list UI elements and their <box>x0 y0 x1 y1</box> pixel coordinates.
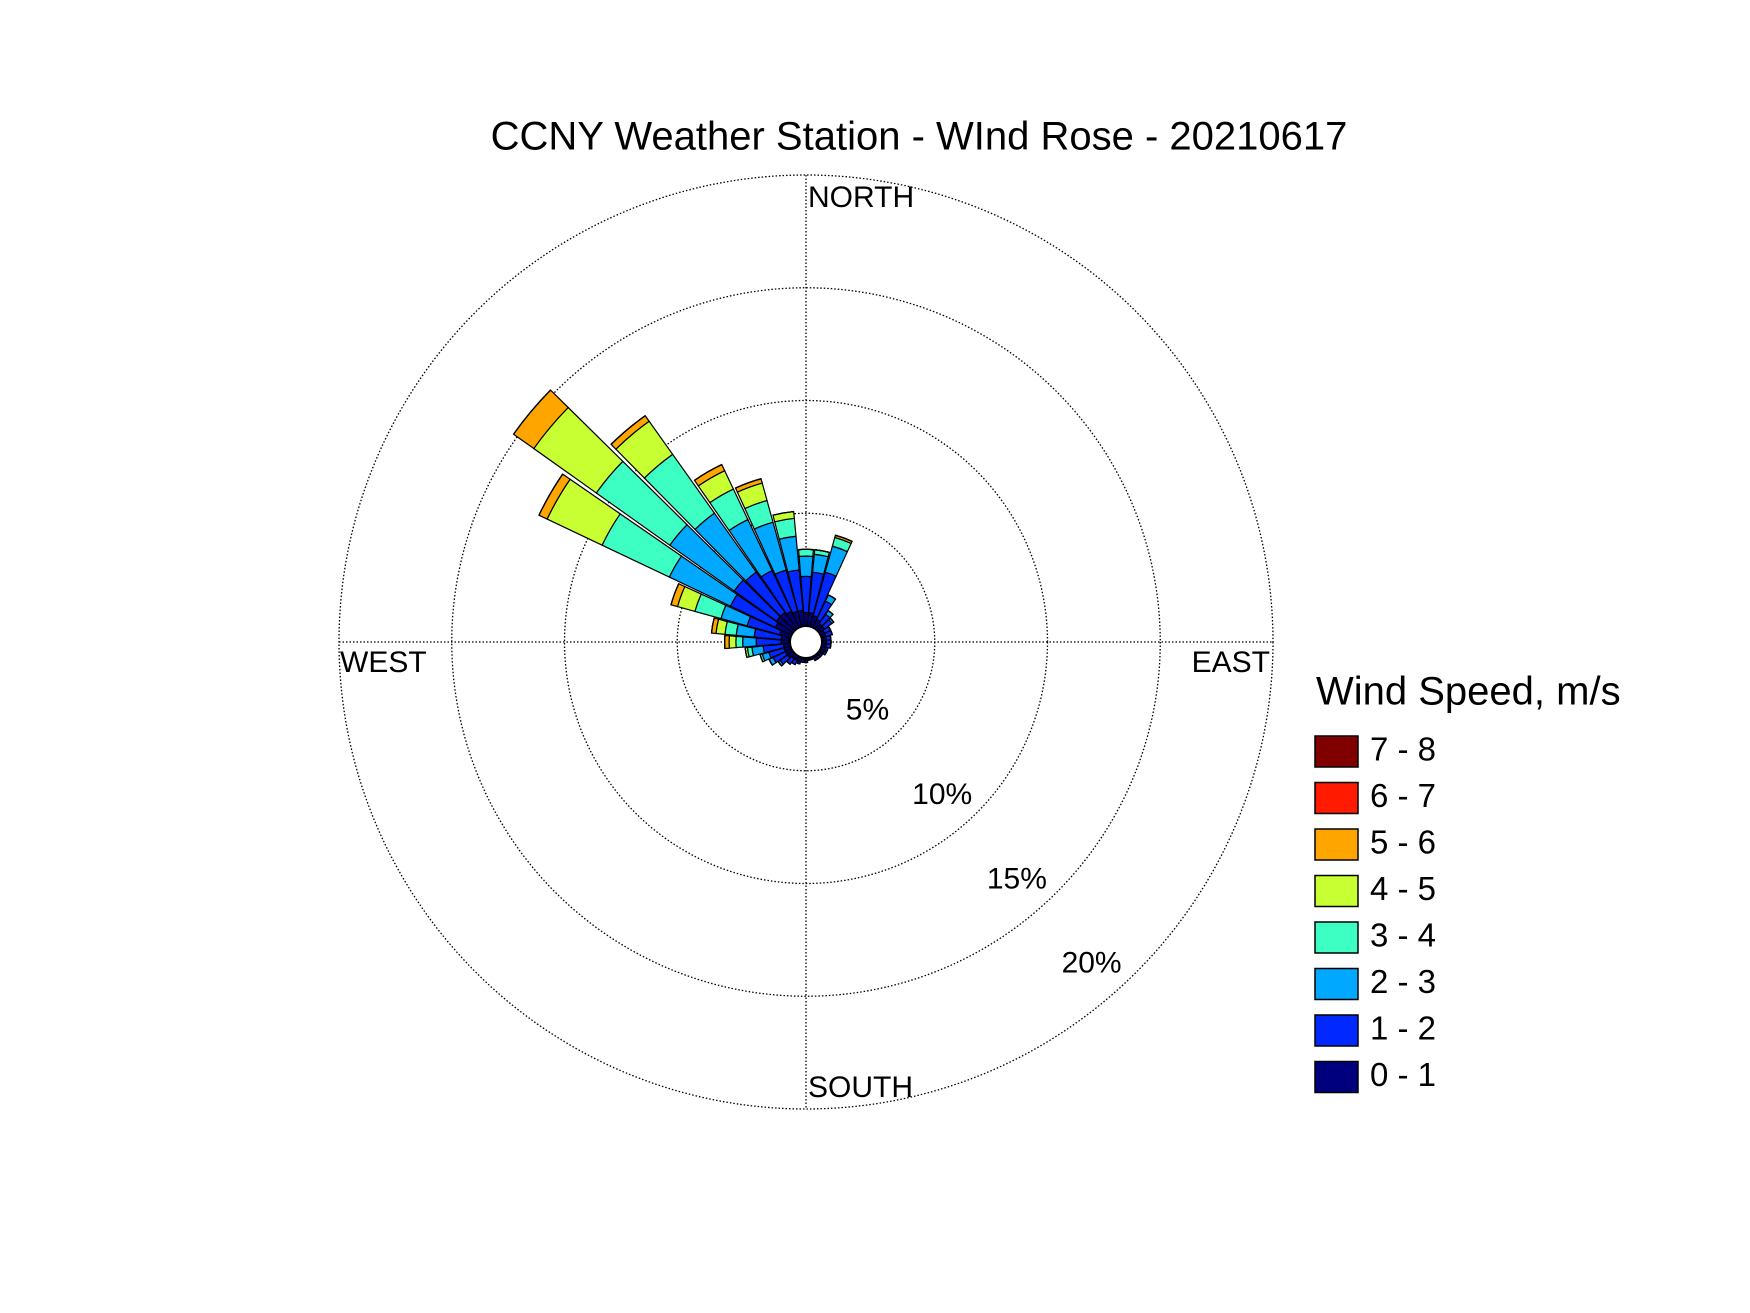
legend-label: 2 - 3 <box>1370 963 1436 1000</box>
legend-swatch <box>1314 967 1359 1001</box>
wind-bar <box>835 534 853 542</box>
legend-swatch <box>1314 1060 1359 1094</box>
grid-ring <box>338 174 1274 1110</box>
legend-swatch <box>1314 874 1359 908</box>
wind-bar <box>827 610 834 615</box>
r-tick-label: 20% <box>1062 947 1122 980</box>
legend: 7 - 8 6 - 7 5 - 6 4 - 5 3 - 4 2 - 3 1 - 2 0 - 1 <box>1314 731 1436 1094</box>
legend-swatch <box>1314 1014 1359 1047</box>
chart-title: CCNY Weather Station - WInd Rose - 20210… <box>491 115 1348 159</box>
wind-bar <box>742 636 757 648</box>
wind-bar <box>798 555 814 578</box>
legend-swatch <box>1314 921 1359 954</box>
wind-bar <box>694 464 723 481</box>
wind-bar <box>829 617 835 623</box>
r-tick-label: 5% <box>846 693 889 726</box>
grid-ring <box>676 512 936 772</box>
wind-bar <box>814 549 830 553</box>
compass-label: SOUTH <box>808 1071 913 1104</box>
compass-label: WEST <box>340 646 427 679</box>
wind-bar <box>807 659 811 661</box>
bars <box>512 389 853 667</box>
center-hole <box>789 625 823 659</box>
wind-bar <box>829 644 832 649</box>
r-tick-label: 10% <box>912 778 972 811</box>
legend-label: 0 - 1 <box>1370 1056 1436 1093</box>
grid-ring <box>563 399 1049 885</box>
wind-bar <box>728 635 737 649</box>
legend-label: 6 - 7 <box>1370 777 1436 814</box>
wind-bar <box>797 548 815 558</box>
legend-title: Wind Speed, m/s <box>1316 670 1621 714</box>
legend-label: 1 - 2 <box>1370 1010 1436 1047</box>
grid: 5% 10% 15% 20% <box>338 174 1274 1110</box>
wind-bar <box>828 594 836 600</box>
wind-bar <box>824 651 828 656</box>
compass-label: EAST <box>1192 646 1270 679</box>
wind-bar <box>610 415 646 445</box>
wind-bar <box>800 661 805 664</box>
legend-label: 5 - 6 <box>1370 824 1436 861</box>
wind-bar <box>538 473 564 516</box>
legend-label: 7 - 8 <box>1370 731 1436 768</box>
compass-label: NORTH <box>808 181 914 214</box>
grid-ring <box>451 287 1161 997</box>
legend-swatch <box>1314 828 1359 861</box>
wind-bar <box>759 654 764 663</box>
legend-label: 3 - 4 <box>1370 917 1436 954</box>
wind-bar <box>735 635 744 649</box>
r-tick-label: 15% <box>987 862 1047 895</box>
wind-bar <box>772 510 794 516</box>
legend-swatch <box>1314 781 1359 815</box>
legend-swatch <box>1314 735 1359 768</box>
legend-label: 4 - 5 <box>1370 870 1436 907</box>
wind-bar <box>829 635 832 640</box>
